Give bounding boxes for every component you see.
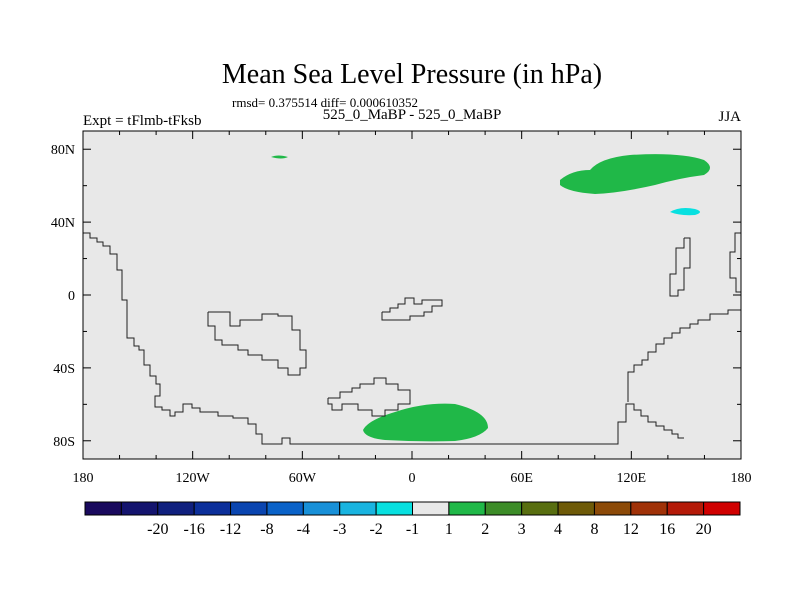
y-tick-label: 80N — [51, 143, 75, 158]
coastline-south-america-west — [83, 232, 684, 445]
colorbar-swatch — [193, 501, 232, 516]
colorbar-swatch — [557, 501, 595, 516]
colorbar-label: -12 — [220, 521, 241, 538]
colorbar-label: 2 — [481, 521, 489, 538]
colorbar-label: 3 — [518, 521, 526, 538]
colorbar-label: 12 — [623, 521, 639, 538]
right-label: JJA — [718, 109, 741, 125]
y-tick-label: 80S — [53, 435, 75, 450]
colorbar-swatch — [703, 501, 741, 516]
colorbar-label: 8 — [590, 521, 598, 538]
anomaly-region-north-atlantic — [271, 155, 288, 159]
center-label: 525_0_MaBP - 525_0_MaBP — [323, 107, 502, 123]
chart-subtitle: rmsd= 0.375514 diff= 0.000610352 — [232, 95, 418, 110]
colorbar-label: -20 — [147, 521, 168, 538]
colorbar-swatch — [120, 501, 159, 516]
colorbar-swatch — [375, 501, 414, 516]
coastline-south-atlantic-ridge — [327, 377, 411, 417]
colorbar: -20 -16 -12 -8 -4 -3 -2 -1 1 2 3 4 8 12 16 20 — [84, 501, 741, 538]
coastlines — [83, 232, 741, 445]
colorbar-label: 20 — [696, 521, 712, 538]
colorbar-label: -4 — [297, 521, 310, 538]
anomaly-region-siberia — [670, 208, 700, 216]
coastline-far-east-landmass — [669, 237, 691, 297]
x-tick-label: 180 — [73, 471, 94, 486]
y-tick-label: 40S — [53, 362, 75, 377]
x-tick-label: 120E — [617, 471, 647, 486]
x-tick-label: 180 — [731, 471, 752, 486]
colorbar-swatch — [484, 501, 523, 516]
colorbar-swatch — [521, 501, 559, 516]
anomaly-region-north-pacific — [560, 154, 710, 194]
colorbar-swatch — [230, 501, 268, 516]
coastline-equatorial-island — [381, 297, 443, 321]
x-axis: 180 120W 60W 0 60E 120E 180 — [73, 131, 752, 486]
colorbar-swatch — [593, 501, 632, 516]
chart-title: Mean Sea Level Pressure (in hPa) — [222, 59, 602, 90]
colorbar-swatch — [412, 501, 450, 516]
coastline-far-east-edge — [729, 232, 741, 293]
colorbar-label: 4 — [554, 521, 562, 538]
x-tick-label: 60E — [510, 471, 533, 486]
colorbar-label: -16 — [184, 521, 205, 538]
colorbar-label: -8 — [260, 521, 273, 538]
coastline-africa-east — [627, 309, 741, 402]
colorbar-swatch — [302, 501, 341, 516]
colorbar-swatch — [157, 501, 195, 516]
left-label: Expt = tFlmb-tFksb — [83, 113, 201, 129]
anomaly-regions — [271, 154, 710, 442]
colorbar-label: -1 — [406, 521, 419, 538]
colorbar-swatch — [266, 501, 304, 516]
colorbar-swatch — [666, 501, 705, 516]
x-tick-label: 0 — [409, 471, 416, 486]
anomaly-region-southern-ocean — [363, 403, 488, 442]
colorbar-swatch — [84, 501, 122, 516]
colorbar-label: 1 — [445, 521, 453, 538]
colorbar-swatch — [448, 501, 486, 516]
y-axis: 80N 40N 0 40S 80S — [51, 143, 741, 450]
coastline-south-atlantic-islands — [207, 311, 307, 376]
colorbar-label: -3 — [333, 521, 346, 538]
colorbar-swatch — [339, 501, 377, 516]
colorbar-swatch — [630, 501, 668, 516]
x-tick-label: 60W — [289, 471, 317, 486]
x-tick-label: 120W — [176, 471, 211, 486]
y-tick-label: 0 — [68, 289, 75, 304]
y-tick-label: 40N — [51, 216, 75, 231]
colorbar-label: 16 — [659, 521, 675, 538]
colorbar-label: -2 — [369, 521, 382, 538]
